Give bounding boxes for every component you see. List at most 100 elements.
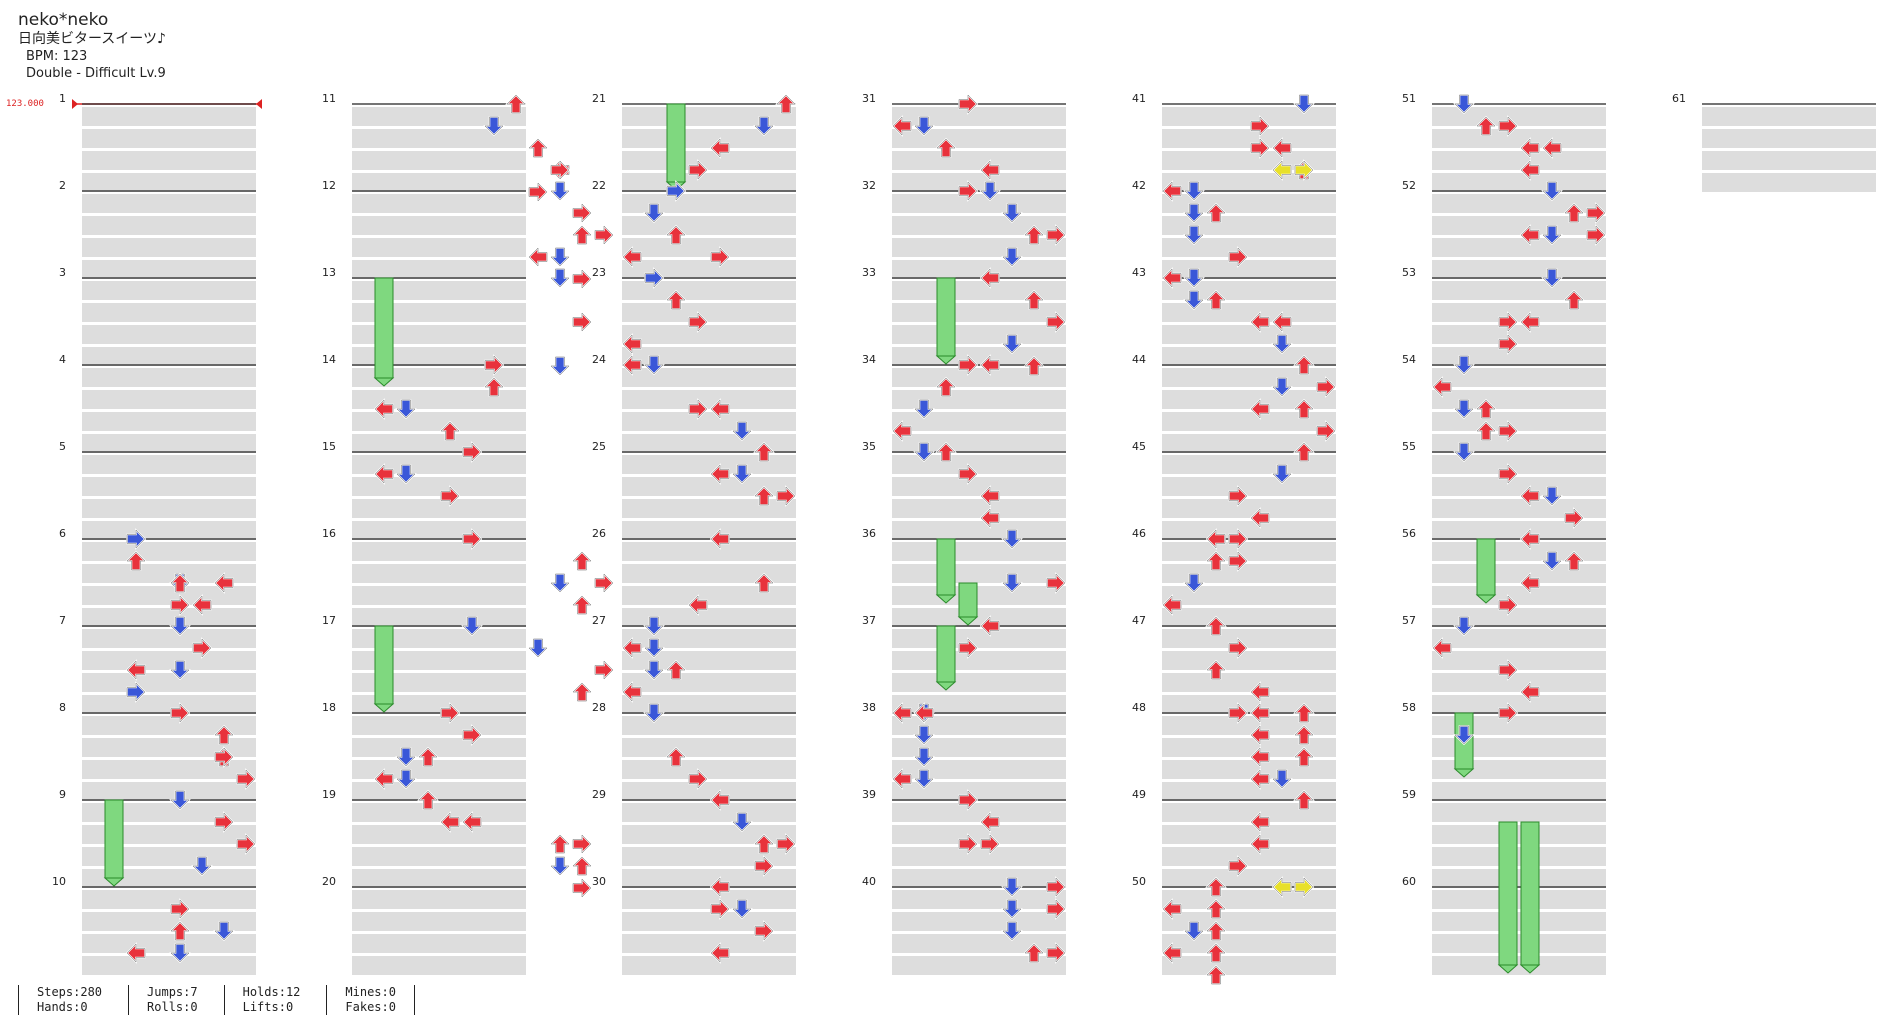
measure-10: 10 (52, 875, 256, 975)
measure-number: 13 (322, 266, 336, 279)
beat-row (82, 782, 256, 801)
beat-row (82, 608, 256, 627)
note-arrow (980, 833, 1001, 855)
note-arrow (1453, 399, 1475, 420)
note-arrow (483, 376, 505, 397)
stat-jumps: Jumps:7 (147, 985, 198, 999)
beat-row (1432, 151, 1606, 170)
measure-number: 36 (862, 527, 876, 540)
beat-row (892, 869, 1066, 888)
note-arrow (731, 899, 753, 920)
beat-row (622, 847, 796, 866)
note-arrow (643, 638, 665, 659)
note-arrow (1271, 769, 1293, 790)
stat-rolls: Rolls:0 (147, 1000, 198, 1014)
measure-number: 29 (592, 788, 606, 801)
beat-row (1432, 673, 1606, 692)
beat-row (622, 455, 796, 474)
measure-41: 41 (1132, 92, 1336, 192)
beat-row (1162, 803, 1336, 822)
beat-row (352, 869, 526, 888)
beat-row (1702, 151, 1876, 170)
note-arrow (1564, 507, 1585, 529)
note-arrow (461, 811, 482, 833)
measure-51: 51 (1402, 92, 1606, 192)
note-arrow (1453, 725, 1475, 746)
note-arrow (913, 702, 934, 724)
beat-row (1432, 303, 1606, 322)
beat-row (622, 782, 796, 801)
measures-layer: 1234567891011121314151617181920212223242… (52, 92, 1876, 975)
note-arrow (687, 594, 708, 616)
beat-row (82, 194, 256, 213)
note-arrow (1293, 94, 1315, 115)
note-arrow (776, 833, 797, 855)
beat-row (622, 760, 796, 779)
measure-20: 20 (322, 875, 526, 975)
note-arrow (1316, 376, 1337, 398)
beat-row (352, 281, 526, 300)
note-arrow (891, 420, 912, 442)
note-arrow (1271, 311, 1292, 333)
note-arrow (1161, 267, 1182, 289)
note-arrow (1293, 789, 1315, 810)
beat-row (1162, 912, 1336, 931)
hold-tail (1453, 768, 1475, 778)
note-arrow (236, 768, 257, 790)
beat-row (622, 499, 796, 518)
measure-36: 36 (862, 527, 1066, 627)
note-arrow (572, 268, 593, 290)
measure-30: 30 (592, 875, 796, 975)
beat-row (892, 803, 1066, 822)
beat-row (82, 869, 256, 888)
note-arrow (549, 573, 571, 594)
note-arrow (214, 811, 235, 833)
beat-row (1162, 455, 1336, 474)
note-arrow (958, 354, 979, 376)
measure-number: 43 (1132, 266, 1146, 279)
note-arrow (572, 311, 593, 333)
stats-panel: Steps:280 Hands:0 Jumps:7 Rolls:0 Holds:… (18, 985, 415, 1015)
beat-row (1432, 107, 1606, 126)
note-arrow (1475, 420, 1497, 441)
beat-row (82, 825, 256, 844)
beat-row (1702, 107, 1876, 126)
note-arrow (1541, 551, 1563, 572)
beat-row (892, 608, 1066, 627)
beat-row (82, 129, 256, 148)
measure-number: 51 (1402, 92, 1416, 105)
note-arrow (891, 768, 912, 790)
beat-row (622, 368, 796, 387)
measure-26: 26 (592, 527, 796, 627)
note-arrow (709, 876, 730, 898)
beat-row (622, 521, 796, 540)
note-arrow (571, 550, 593, 571)
note-arrow (1316, 420, 1337, 442)
note-arrow (395, 747, 417, 768)
bpm-label: BPM: 123 (26, 49, 88, 64)
hold-tail (103, 877, 125, 887)
note-arrow (191, 594, 212, 616)
beat-row (892, 173, 1066, 192)
note-arrow (505, 93, 527, 114)
note-arrow (1183, 290, 1205, 311)
measure-number: 6 (59, 527, 66, 540)
note-arrow (439, 420, 461, 441)
note-arrow (709, 137, 730, 159)
stat-steps: Steps:280 (37, 985, 103, 999)
note-arrow (549, 833, 571, 854)
note-arrow (665, 224, 687, 245)
note-arrow (462, 528, 483, 550)
beat-row (1162, 390, 1336, 409)
beat-row (352, 695, 526, 714)
note-arrow (1498, 333, 1519, 355)
note-arrow (1228, 528, 1249, 550)
note-arrow (913, 116, 935, 137)
beat-row (352, 499, 526, 518)
measure-47: 47 (1132, 614, 1336, 714)
beat-row (622, 651, 796, 670)
beat-row (352, 347, 526, 366)
measure-number: 4 (59, 353, 66, 366)
measure-2: 2 (59, 179, 256, 279)
